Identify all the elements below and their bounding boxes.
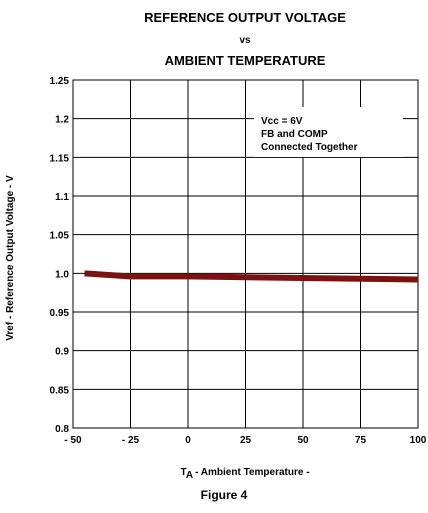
- x-axis-label: TA - Ambient Temperature -: [180, 467, 309, 481]
- x-axis-label-subscript: A: [186, 470, 193, 481]
- x-axis-label-text: - Ambient Temperature -: [195, 467, 309, 478]
- data-point: [302, 277, 304, 279]
- data-point: [360, 278, 361, 280]
- data-point: [417, 279, 419, 281]
- y-tick-label: 0.9: [55, 347, 69, 358]
- annotation-background: [254, 107, 403, 157]
- y-axis-label: Vref - Reference Output Voltage - V: [5, 175, 16, 341]
- annotation-line-3: Connected Together: [261, 142, 358, 153]
- y-tick-label: 1.0: [55, 269, 69, 280]
- x-axis-label-symbol: T: [180, 467, 186, 478]
- x-tick-label: 25: [240, 435, 252, 446]
- tick-label-layer: - 50 - 25 0 25 50 75 100 0.8 0.85 0.9 0.95 1.0 1.05 1…: [50, 76, 427, 446]
- y-tick-label: 1.05: [50, 231, 70, 242]
- x-tick-label: 100: [410, 435, 427, 446]
- y-tick-label: 1.15: [50, 153, 70, 164]
- chart-title-line2: vs: [239, 35, 251, 46]
- x-tick-label: 75: [355, 435, 367, 446]
- y-tick-label: 1.25: [50, 76, 70, 87]
- data-point: [84, 272, 85, 274]
- annotation-line-2: FB and COMP: [261, 129, 328, 140]
- chart-title-line3: AMBIENT TEMPERATURE: [165, 53, 326, 68]
- y-tick-label: 1.2: [55, 115, 69, 126]
- series-line: [84, 270, 419, 283]
- y-tick-label: 0.85: [50, 385, 70, 396]
- x-tick-label: - 25: [122, 435, 140, 446]
- series-layer: [84, 270, 419, 283]
- y-tick-label: 1.1: [55, 192, 69, 203]
- data-point: [187, 275, 189, 277]
- x-tick-label: 0: [185, 435, 191, 446]
- chart-title-line1: REFERENCE OUTPUT VOLTAGE: [144, 10, 346, 25]
- data-point: [245, 276, 246, 278]
- y-tick-label: 0.8: [55, 424, 69, 435]
- figure-caption: Figure 4: [201, 488, 248, 502]
- x-tick-label: 50: [297, 435, 309, 446]
- x-tick-label: - 50: [64, 435, 82, 446]
- y-tick-label: 0.95: [50, 308, 70, 319]
- annotation-box: Vcc = 6V FB and COMP Connected Together: [254, 107, 403, 157]
- data-point: [130, 275, 131, 277]
- annotation-line-1: Vcc = 6V: [261, 116, 303, 127]
